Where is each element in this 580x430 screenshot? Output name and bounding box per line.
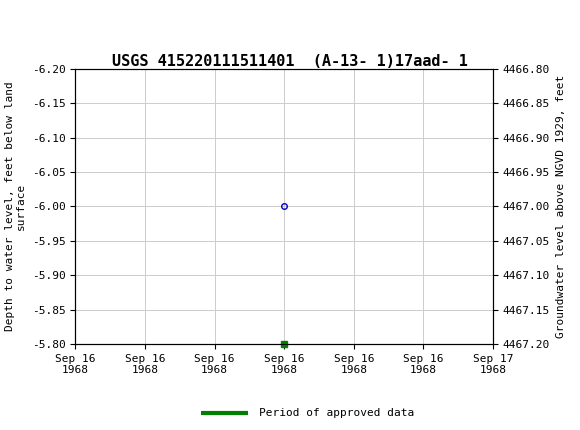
- Text: USGS: USGS: [38, 13, 85, 32]
- Text: USGS 415220111511401  (A-13- 1)17aad- 1: USGS 415220111511401 (A-13- 1)17aad- 1: [112, 54, 468, 69]
- Y-axis label: Groundwater level above NGVD 1929, feet: Groundwater level above NGVD 1929, feet: [556, 75, 566, 338]
- Text: Period of approved data: Period of approved data: [259, 408, 414, 418]
- Y-axis label: Depth to water level, feet below land
surface: Depth to water level, feet below land su…: [5, 82, 26, 331]
